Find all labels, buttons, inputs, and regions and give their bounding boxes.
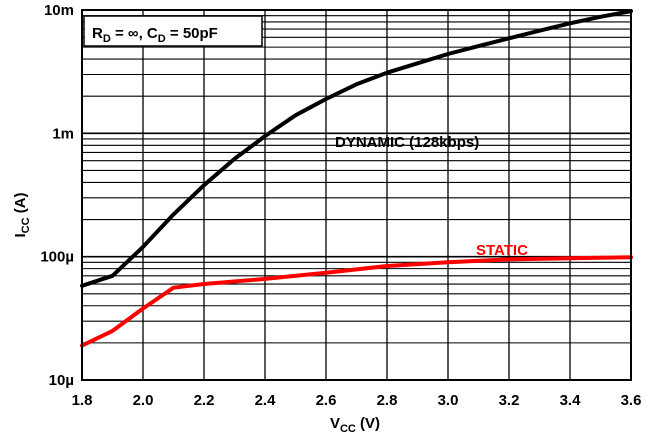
x-axis-label-unit: (V) — [356, 415, 380, 432]
c-symbol: C — [147, 25, 158, 42]
x-tick-label: 3.6 — [621, 392, 642, 409]
y-axis-label: ICC (A) — [12, 192, 32, 237]
r-subscript: D — [103, 33, 111, 45]
x-axis-label-sub: CC — [340, 423, 356, 433]
series-layer — [80, 9, 633, 348]
y-axis-label-main: I — [12, 233, 29, 237]
svg-text:RD = ∞, CD = 50pF: RD = ∞, CD = 50pF — [92, 25, 218, 45]
x-tick-label: 3.0 — [438, 392, 459, 409]
y-tick-label: 10µ — [49, 372, 74, 389]
x-tick-label: 2.8 — [377, 392, 398, 409]
x-tick-label: 3.2 — [499, 392, 520, 409]
series-line-static — [80, 255, 633, 348]
x-tick-label: 2.0 — [133, 392, 154, 409]
y-tick-label: 10m — [44, 2, 74, 19]
r-symbol: R — [92, 25, 103, 42]
grid — [81, 10, 632, 381]
y-axis-label-unit: (A) — [12, 192, 29, 217]
y-axis-label-sub: CC — [20, 217, 32, 233]
series-line-dynamic — [80, 9, 633, 288]
y-tick-labels: 10µ 100µ 1m 10m — [40, 2, 74, 389]
series-label-dynamic: DYNAMIC (128kbps) — [335, 134, 479, 151]
c-subscript: D — [158, 33, 166, 45]
series-label-static: STATIC — [476, 242, 528, 259]
x-tick-labels: 1.8 2.0 2.2 2.4 2.6 2.8 3.0 3.2 3.4 3.6 — [72, 392, 642, 409]
x-tick-label: 2.2 — [194, 392, 215, 409]
conditions-annotation: RD = ∞, CD = 50pF — [83, 15, 263, 47]
y-tick-label: 100µ — [40, 249, 74, 266]
x-tick-label: 2.6 — [316, 392, 337, 409]
x-tick-label: 2.4 — [255, 392, 277, 409]
x-tick-label: 1.8 — [72, 392, 93, 409]
x-axis-label: VCC (V) — [330, 415, 380, 433]
r-value: = ∞, — [111, 25, 147, 42]
y-tick-label: 1m — [52, 125, 74, 142]
plot-frame — [81, 9, 632, 381]
c-value: = 50pF — [166, 25, 218, 42]
x-tick-label: 3.4 — [560, 392, 582, 409]
x-axis-label-main: V — [330, 415, 340, 432]
